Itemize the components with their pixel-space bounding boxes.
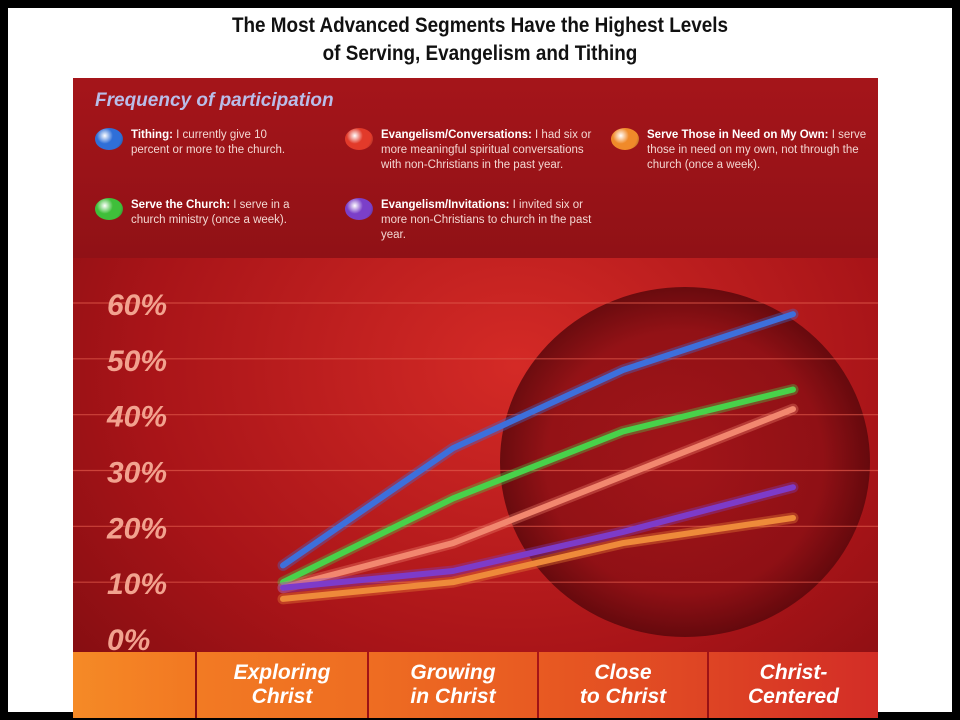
y-tick-label: 30%	[107, 457, 167, 490]
legend-key: Serve Those in Need on My Own:	[647, 129, 829, 141]
x-axis-corner	[73, 652, 195, 718]
data-point	[620, 540, 626, 546]
legend-description: I serve those in need on my own, not thr…	[647, 129, 867, 171]
data-point	[450, 445, 456, 451]
data-point	[450, 495, 456, 501]
slide: The Most Advanced Segments Have the High…	[8, 8, 952, 718]
legend-marker-tithing	[95, 128, 123, 150]
series-line-evangelism-invitations	[280, 484, 796, 591]
data-point	[280, 579, 286, 585]
legend-marker-evangelism-conversations	[345, 128, 373, 150]
legend-key: Tithing:	[131, 129, 173, 141]
legend-description: I currently give 10 percent or more to t…	[131, 129, 286, 156]
y-tick-label: 50%	[107, 345, 167, 378]
legend-key: Serve the Church:	[131, 199, 231, 211]
y-tick-label: 10%	[107, 568, 167, 601]
data-point	[280, 585, 286, 591]
y-axis-ticks: 0% 10% 20% 30% 40% 50% 60%	[106, 289, 167, 652]
chart-title: The Most Advanced Segments Have the High…	[8, 12, 952, 68]
data-point	[790, 387, 796, 393]
series-line-serve-those-in-need-on-my-own	[280, 514, 796, 602]
plot-area: 0% 10% 20% 30% 40% 50% 60%	[73, 287, 878, 652]
data-point	[790, 406, 796, 412]
legend-description: I serve in a church ministry (once a wee…	[131, 199, 290, 226]
data-point	[450, 540, 456, 546]
data-point	[790, 484, 796, 490]
series-line-evangelism-conversations	[280, 406, 796, 591]
chart-title-line2: of Serving, Evangelism and Tithing	[322, 42, 638, 65]
legend-description: I had six or more meaningful spiritual c…	[381, 129, 592, 171]
data-point	[280, 596, 286, 602]
legend-key: Evangelism/Invitations:	[381, 199, 510, 211]
y-tick-label: 60%	[107, 289, 167, 322]
x-axis-category-bar: Exploring Christ Growing in Christ Close to…	[73, 652, 878, 718]
y-tick-label: 40%	[106, 401, 167, 434]
legend-description: I invited six or more non-Christians to …	[381, 199, 592, 241]
chart-title-line1: The Most Advanced Segments Have the High…	[231, 14, 729, 37]
series-line-tithing	[280, 311, 796, 569]
data-point	[620, 529, 626, 535]
legend-title: Frequency of participation	[95, 90, 334, 111]
gridlines	[73, 302, 878, 583]
legend: Frequency of participation Tithing: I cu…	[73, 78, 878, 258]
x-axis-category-exploring-christ: Exploring Christ	[197, 652, 367, 718]
legend-key: Evangelism/Conversations:	[381, 129, 532, 141]
data-point	[620, 473, 626, 479]
data-point	[620, 428, 626, 434]
data-point	[280, 562, 286, 568]
series-line-serve-the-church	[280, 386, 796, 586]
data-point	[620, 367, 626, 373]
legend-marker-evangelism-invitations	[345, 198, 373, 220]
data-point	[450, 579, 456, 585]
chart-panel: Frequency of participation Tithing: I cu…	[73, 78, 878, 718]
x-axis-category-growing-in-christ: Growing in Christ	[369, 652, 537, 718]
y-tick-label: 20%	[106, 512, 167, 545]
x-axis-category-christ-centered: Christ- Centered	[709, 652, 878, 718]
legend-marker-serve-the-church	[95, 198, 123, 220]
data-point	[450, 568, 456, 574]
x-axis-category-close-to-christ: Close to Christ	[539, 652, 707, 718]
legend-marker-serve-those-in-need	[611, 128, 639, 150]
data-point	[790, 515, 796, 521]
y-tick-label: 0%	[107, 624, 150, 652]
series-lines	[277, 308, 799, 605]
data-point	[790, 311, 796, 317]
